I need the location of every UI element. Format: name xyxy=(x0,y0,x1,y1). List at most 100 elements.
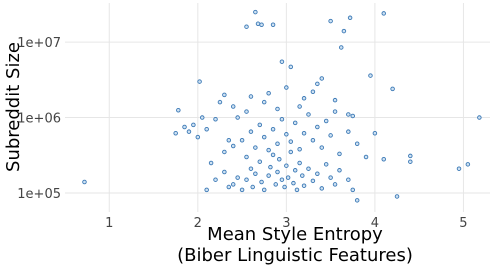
point xyxy=(248,94,254,99)
point xyxy=(372,130,378,136)
point xyxy=(261,99,267,105)
point xyxy=(315,81,320,87)
point xyxy=(217,99,223,105)
point xyxy=(341,28,347,34)
point xyxy=(465,162,471,167)
point xyxy=(301,130,307,136)
point xyxy=(230,143,236,149)
point xyxy=(301,183,307,188)
point xyxy=(273,182,278,187)
point xyxy=(323,162,329,167)
point xyxy=(222,169,227,175)
point xyxy=(323,118,329,124)
point xyxy=(347,15,353,21)
point xyxy=(297,104,302,109)
point xyxy=(297,147,302,152)
point xyxy=(270,152,276,158)
point xyxy=(244,154,249,160)
point xyxy=(195,134,201,140)
point xyxy=(277,157,282,162)
point xyxy=(222,92,227,98)
point xyxy=(332,97,338,103)
point xyxy=(284,132,289,137)
point xyxy=(354,198,360,203)
point xyxy=(235,175,240,180)
point xyxy=(82,179,87,185)
point xyxy=(261,187,267,193)
point xyxy=(213,177,218,182)
point xyxy=(230,182,236,187)
point xyxy=(248,166,254,171)
point xyxy=(268,164,273,170)
point xyxy=(394,194,400,199)
point xyxy=(292,168,298,173)
y-tick-label: 1e+07 xyxy=(17,36,61,51)
point xyxy=(306,166,311,171)
point xyxy=(328,175,333,180)
point xyxy=(230,104,236,109)
point xyxy=(408,153,413,159)
point xyxy=(319,76,325,81)
x-tick-label: 3 xyxy=(282,216,290,231)
point xyxy=(288,64,294,70)
point xyxy=(173,130,178,136)
point xyxy=(270,126,276,132)
point xyxy=(248,129,254,134)
point xyxy=(363,154,369,160)
point xyxy=(197,79,202,84)
point xyxy=(354,141,360,146)
point xyxy=(288,149,294,155)
point xyxy=(332,109,338,114)
point xyxy=(279,116,285,122)
point xyxy=(208,160,214,166)
point xyxy=(279,59,285,64)
point xyxy=(332,182,338,187)
point xyxy=(477,115,482,120)
point xyxy=(346,112,351,117)
point xyxy=(284,163,289,168)
point xyxy=(337,151,342,157)
point xyxy=(284,85,289,90)
point xyxy=(390,86,395,92)
point xyxy=(292,120,298,126)
x-tick-label: 1 xyxy=(105,216,113,231)
point xyxy=(319,186,325,191)
point xyxy=(199,115,205,120)
point xyxy=(244,177,249,182)
point xyxy=(239,187,245,193)
point xyxy=(285,175,291,180)
point xyxy=(288,139,294,144)
point xyxy=(266,173,271,178)
point xyxy=(306,112,311,117)
point xyxy=(259,22,264,27)
point xyxy=(310,138,316,143)
point xyxy=(191,122,196,128)
point xyxy=(266,91,271,96)
point xyxy=(222,149,227,155)
x-tick-label: 2 xyxy=(194,216,202,231)
point xyxy=(176,107,181,113)
point xyxy=(250,184,255,190)
point xyxy=(204,187,209,193)
y-axis-title: Subreddit Size xyxy=(3,42,24,172)
point xyxy=(275,169,280,175)
x-axis-subtitle: (Biber Linguistic Features) xyxy=(177,245,413,266)
point xyxy=(350,187,356,193)
point xyxy=(456,166,462,171)
point xyxy=(261,134,267,140)
x-axis-title: Mean Style Entropy xyxy=(207,224,383,245)
point xyxy=(381,11,387,16)
point xyxy=(253,9,258,15)
point xyxy=(275,141,280,146)
point xyxy=(253,171,258,176)
point xyxy=(328,133,333,138)
y-tick-label: 1e+05 xyxy=(17,187,61,202)
y-tick-label: 1e+06 xyxy=(17,112,61,127)
point xyxy=(319,145,325,150)
point xyxy=(239,138,245,143)
point xyxy=(226,184,232,190)
point xyxy=(204,126,209,132)
point xyxy=(253,145,258,150)
point xyxy=(235,115,240,120)
